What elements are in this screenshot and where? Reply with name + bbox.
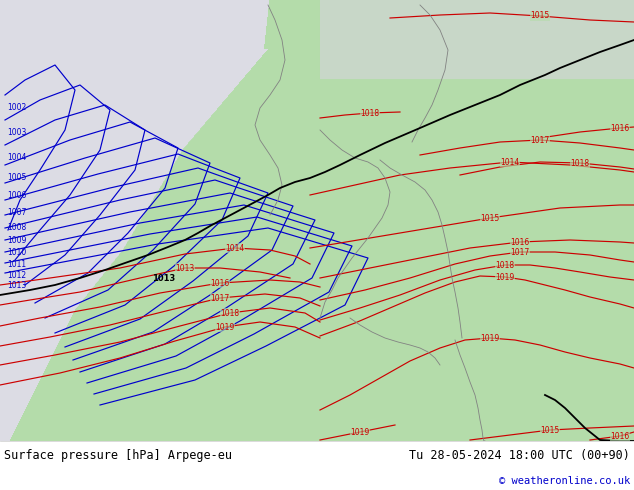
Text: 1005: 1005 [7, 173, 27, 182]
Text: 1016: 1016 [611, 432, 630, 441]
Text: 1018: 1018 [361, 108, 380, 118]
Text: 1016: 1016 [210, 278, 230, 288]
Text: 1013: 1013 [7, 281, 26, 290]
Text: 1019: 1019 [216, 322, 235, 332]
Text: 1002: 1002 [7, 103, 26, 112]
Text: 1014: 1014 [500, 157, 520, 167]
Text: 1018: 1018 [571, 158, 590, 168]
Text: 1018: 1018 [221, 309, 240, 318]
Text: 1013: 1013 [152, 273, 175, 283]
Text: Tu 28-05-2024 18:00 UTC (00+90): Tu 28-05-2024 18:00 UTC (00+90) [409, 449, 630, 462]
Text: 1006: 1006 [7, 191, 27, 200]
Text: 1016: 1016 [611, 123, 630, 132]
Text: 1013: 1013 [176, 264, 195, 272]
Text: 1008: 1008 [7, 223, 26, 232]
Text: 1015: 1015 [531, 11, 550, 21]
Text: 1017: 1017 [510, 247, 529, 256]
Text: 1010: 1010 [7, 248, 26, 257]
Text: 1019: 1019 [351, 427, 370, 437]
Text: 1016: 1016 [510, 238, 529, 246]
Text: 1017: 1017 [210, 294, 230, 302]
Text: 1018: 1018 [495, 261, 515, 270]
Text: 1019: 1019 [481, 334, 500, 343]
Text: 1011: 1011 [7, 260, 26, 269]
Text: 1015: 1015 [540, 425, 560, 435]
Text: 1009: 1009 [7, 236, 27, 245]
Text: 1014: 1014 [225, 244, 245, 252]
Text: 1015: 1015 [481, 214, 500, 222]
Text: 1003: 1003 [7, 128, 27, 137]
Text: 1004: 1004 [7, 153, 27, 162]
Text: 1019: 1019 [495, 272, 515, 281]
Text: © weatheronline.co.uk: © weatheronline.co.uk [499, 476, 630, 486]
Text: 1007: 1007 [7, 208, 27, 217]
Text: 1012: 1012 [7, 271, 26, 280]
Text: Surface pressure [hPa] Arpege-eu: Surface pressure [hPa] Arpege-eu [4, 449, 232, 462]
Text: 1017: 1017 [531, 136, 550, 145]
